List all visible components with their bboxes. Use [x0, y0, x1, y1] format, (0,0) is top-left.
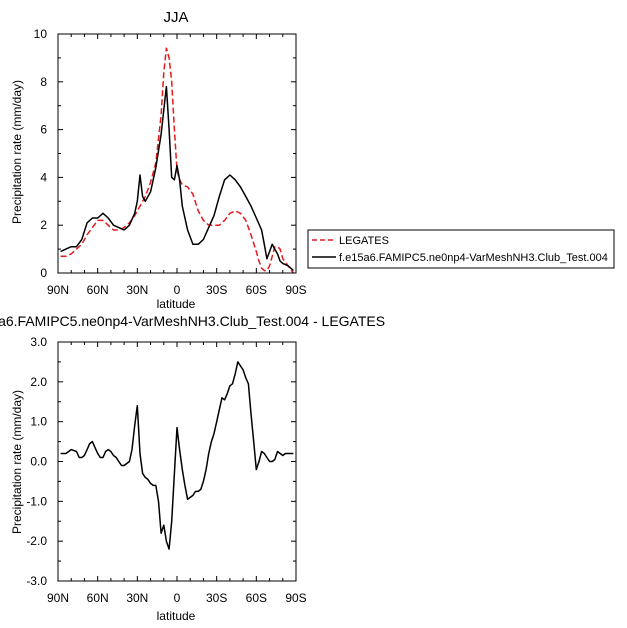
top-chart-xtick-label: 0: [174, 283, 181, 297]
bottom-chart-ytick-label: -3.0: [26, 574, 47, 588]
bottom-chart-xtick-label: 30S: [206, 591, 227, 605]
bottom-chart-title: f.e15a6.FAMIPC5.ne0np4-VarMeshNH3.Club_T…: [0, 313, 385, 329]
bottom-chart-ytick-label: -2.0: [26, 534, 47, 548]
top-chart-xtick-label: 30N: [126, 283, 148, 297]
legend-label-model: f.e15a6.FAMIPC5.ne0np4-VarMeshNH3.Club_T…: [339, 252, 608, 264]
top-chart-xtick-label: 30S: [206, 283, 227, 297]
bottom-chart-xtick-label: 90S: [285, 591, 306, 605]
top-chart-series-line-0: [60, 47, 295, 274]
bottom-chart-ytick-label: -1.0: [26, 494, 47, 508]
top-chart-frame: [57, 33, 297, 274]
bottom-chart-ylabel: Precipitation rate (mm/day): [10, 390, 24, 534]
bottom-chart-ytick-label: 3.0: [30, 335, 47, 349]
bottom-chart-ytick-label: 2.0: [30, 375, 47, 389]
top-chart-ytick-label: 2: [40, 218, 47, 232]
bottom-chart-xlabel: latitude: [157, 609, 196, 623]
bottom-chart-xtick-label: 0: [174, 591, 181, 605]
top-chart-xtick-label: 90N: [47, 283, 69, 297]
bottom-chart-xtick-label: 30N: [126, 591, 148, 605]
legend-box: [307, 229, 615, 269]
top-chart-xtick-label: 90S: [285, 283, 306, 297]
top-chart-ylabel: Precipitation rate (mm/day): [10, 80, 24, 224]
top-chart-title: JJA: [163, 9, 188, 26]
top-chart: JJA Precipitation rate (mm/day) latitude…: [10, 9, 307, 311]
bottom-chart-ytick-label: 1.0: [30, 415, 47, 429]
legend-label-legates: LEGATES: [339, 235, 389, 247]
top-chart-xlabel: latitude: [157, 297, 196, 311]
bottom-chart-xtick-label: 60S: [246, 591, 267, 605]
top-chart-ytick-label: 0: [40, 266, 47, 280]
bottom-chart-ytick-label: 0.0: [30, 455, 47, 469]
bottom-chart-xtick-label: 90N: [47, 591, 69, 605]
bottom-chart-frame: [57, 341, 297, 582]
bottom-chart-xtick-label: 60N: [87, 591, 109, 605]
bottom-chart-series-line-0: [60, 361, 294, 550]
bottom-chart: f.e15a6.FAMIPC5.ne0np4-VarMeshNH3.Club_T…: [0, 313, 385, 623]
top-chart-ytick-label: 4: [40, 170, 47, 184]
top-chart-series-line-1: [60, 85, 294, 272]
top-chart-ytick-label: 10: [34, 27, 48, 41]
legend: LEGATES f.e15a6.FAMIPC5.ne0np4-VarMeshNH…: [307, 229, 615, 269]
top-chart-ytick-label: 8: [40, 75, 47, 89]
top-chart-ytick-label: 6: [40, 123, 47, 137]
top-chart-xtick-label: 60N: [87, 283, 109, 297]
top-chart-xtick-label: 60S: [246, 283, 267, 297]
